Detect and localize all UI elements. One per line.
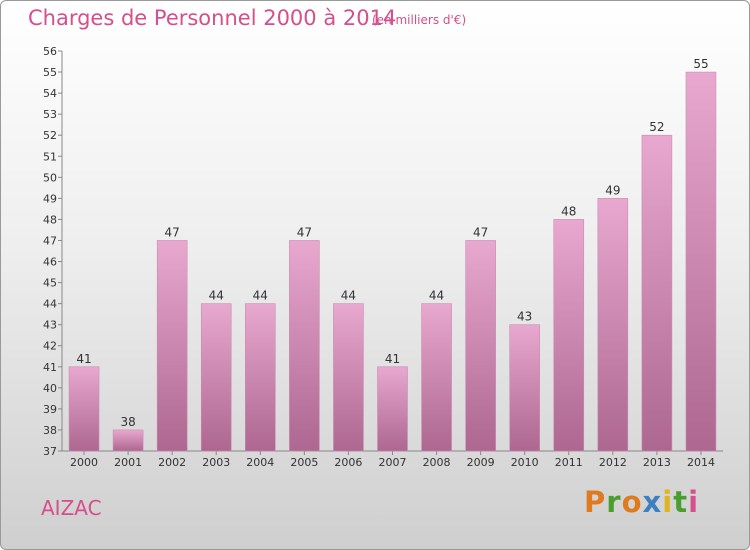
- y-tick-label: 39: [43, 403, 57, 416]
- chart-title: Charges de Personnel 2000 à 2014: [28, 6, 397, 30]
- x-tick-label: 2013: [643, 456, 671, 469]
- data-label: 43: [517, 310, 532, 324]
- data-label: 44: [341, 289, 356, 303]
- brand-letter: t: [673, 485, 689, 519]
- y-tick-label: 43: [43, 319, 57, 332]
- y-tick-label: 49: [43, 192, 57, 205]
- bar: [200, 303, 232, 452]
- data-label: 47: [297, 225, 312, 239]
- y-tick-label: 40: [43, 382, 57, 395]
- y-tick-label: 54: [43, 87, 57, 100]
- y-tick-label: 52: [43, 129, 57, 142]
- x-tick-label: 2005: [290, 456, 318, 469]
- x-tick-label: 2000: [70, 456, 98, 469]
- y-tick-label: 45: [43, 277, 57, 290]
- bar: [509, 324, 540, 452]
- bar: [377, 366, 408, 452]
- bar: [156, 240, 188, 452]
- bar: [289, 240, 320, 452]
- bar: [685, 71, 717, 452]
- bar: [465, 240, 496, 452]
- y-tick-label: 41: [43, 361, 57, 374]
- data-label: 44: [253, 289, 268, 303]
- y-tick-label: 47: [43, 234, 57, 247]
- x-tick-label: 2012: [599, 456, 627, 469]
- x-tick-label: 2006: [334, 456, 362, 469]
- y-tick-label: 56: [43, 45, 57, 58]
- y-tick-label: 38: [43, 424, 57, 437]
- bar: [597, 198, 629, 452]
- data-label: 55: [693, 57, 708, 71]
- y-tick-label: 50: [43, 171, 57, 184]
- x-tick-label: 2008: [423, 456, 451, 469]
- data-label: 47: [473, 225, 488, 239]
- x-tick-label: 2001: [114, 456, 142, 469]
- x-tick-label: 2009: [467, 456, 495, 469]
- y-tick-label: 42: [43, 340, 57, 353]
- data-label: 47: [165, 225, 180, 239]
- brand-letter: r: [606, 485, 622, 519]
- y-tick-label: 37: [43, 445, 57, 458]
- data-label: 44: [429, 289, 444, 303]
- bar: [245, 303, 276, 452]
- data-label: 41: [76, 352, 91, 366]
- y-tick-label: 44: [43, 298, 57, 311]
- bar: [68, 366, 100, 452]
- y-tick-label: 53: [43, 108, 57, 121]
- brand-letter: P: [584, 485, 607, 519]
- data-label: 49: [605, 183, 620, 197]
- y-tick-label: 48: [43, 213, 57, 226]
- x-tick-label: 2003: [202, 456, 230, 469]
- x-tick-label: 2007: [379, 456, 407, 469]
- bars: 41 38 47 44 44 47 44 41 44 47 43 48 49 52 55: [68, 57, 717, 452]
- x-tick-label: 2004: [246, 456, 274, 469]
- y-tick-label: 51: [43, 150, 57, 163]
- data-label: 41: [385, 352, 400, 366]
- bar: [421, 303, 452, 452]
- x-tick-label: 2011: [555, 456, 583, 469]
- bar: [333, 303, 364, 452]
- brand-logo: Proxiti: [584, 485, 699, 519]
- bar: [641, 134, 673, 452]
- y-tick-label: 55: [43, 66, 57, 79]
- brand-letter: x: [642, 485, 663, 519]
- brand-letter: i: [688, 485, 700, 519]
- brand-letter: i: [662, 485, 674, 519]
- x-tick-label: 2002: [158, 456, 186, 469]
- data-label: 48: [561, 204, 576, 218]
- chart-subtitle: (en milliers d'€): [372, 13, 467, 27]
- data-label: 38: [120, 415, 135, 429]
- data-label: 44: [209, 289, 224, 303]
- x-tick-label: 2014: [687, 456, 715, 469]
- bar: [112, 429, 144, 452]
- axes: 37 38 39 40 41 42 43 44 45 46 47 48 49 50 51 52 53 54 55 56…: [43, 45, 723, 469]
- bar: [553, 219, 585, 452]
- y-tick-label: 46: [43, 256, 57, 269]
- commune-name: AIZAC: [41, 496, 102, 520]
- x-tick-label: 2010: [511, 456, 539, 469]
- brand-letter: o: [621, 485, 643, 519]
- data-label: 52: [649, 120, 664, 134]
